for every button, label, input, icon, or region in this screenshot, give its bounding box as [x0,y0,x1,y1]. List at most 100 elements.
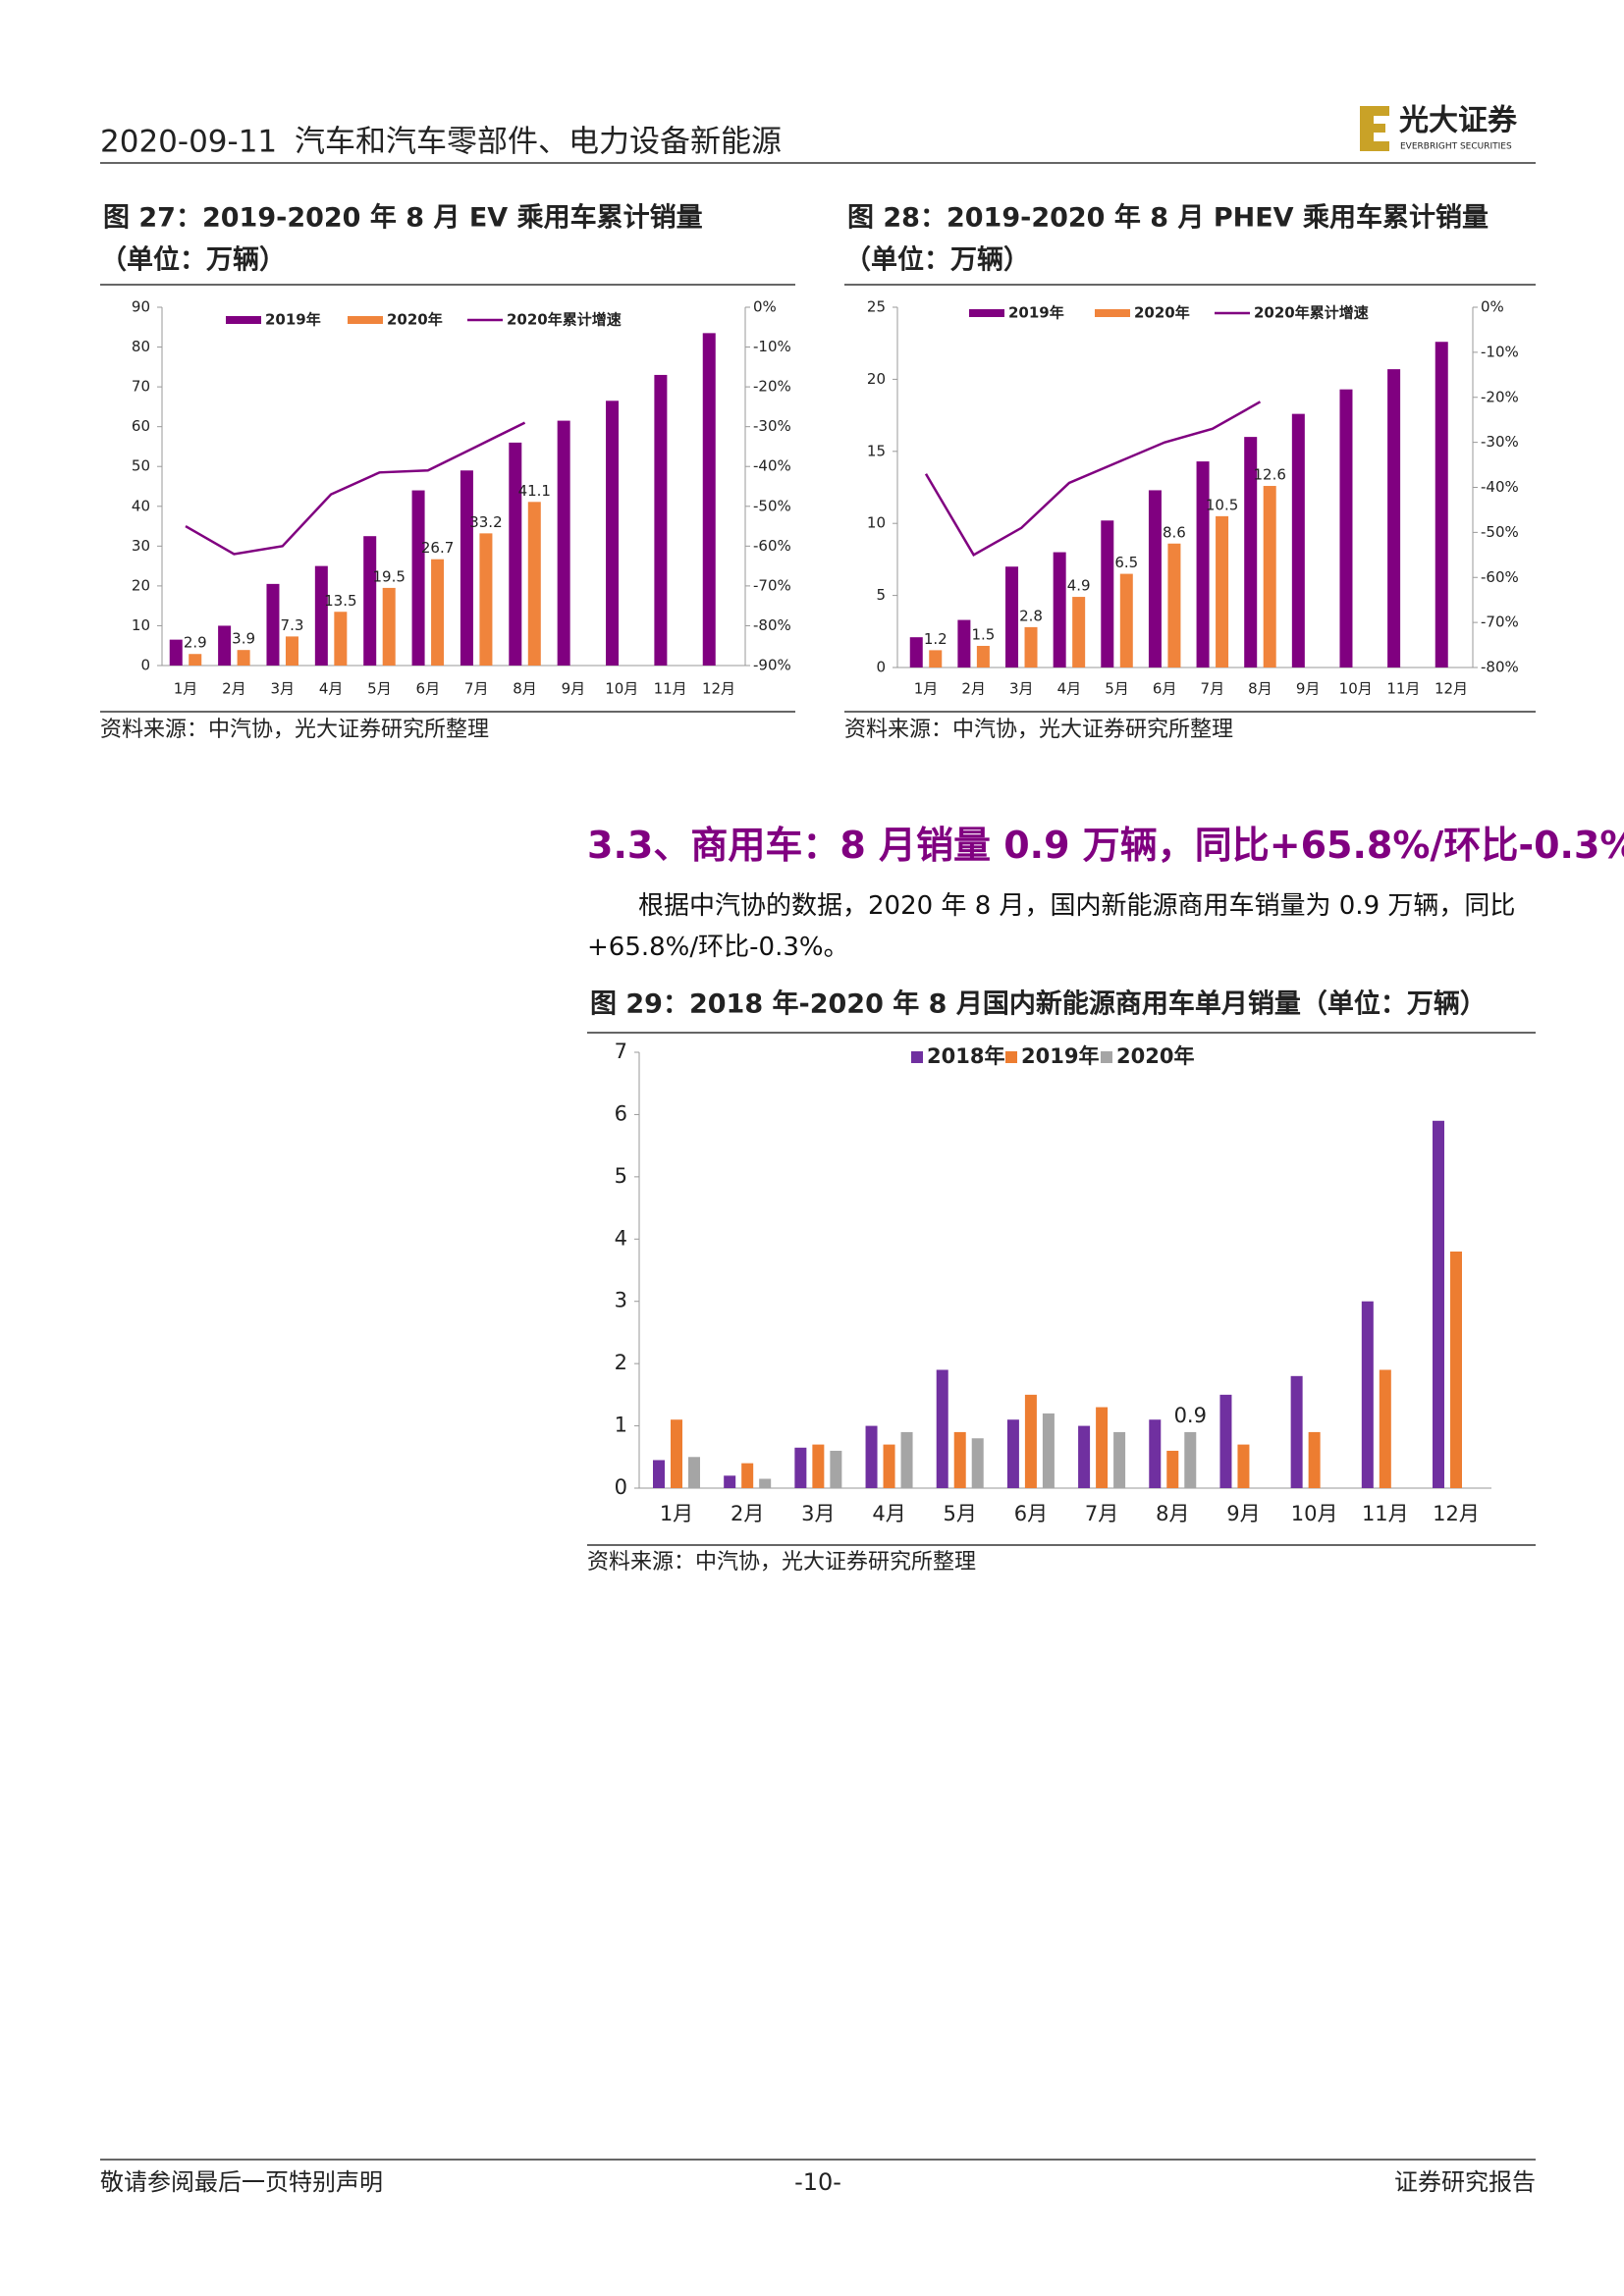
bar [237,650,250,666]
bar [606,400,620,666]
y-tick-label: 10 [867,514,886,532]
bar [479,533,493,666]
y-tick-label: 5 [876,586,886,604]
bar [883,1444,895,1488]
chart-source: 资料来源：中汽协，光大证券研究所整理 [844,718,1233,742]
header-date: 2020-09-11 [100,125,277,160]
bar [1006,1419,1019,1488]
y2-tick-label: -20% [1481,388,1519,405]
bar [1263,486,1276,667]
legend-swatch [1095,309,1130,317]
line-series [185,421,526,556]
x-tick-label: 4月 [872,1502,905,1525]
bar [1148,490,1162,667]
x-tick-label: 12月 [1435,680,1468,698]
x-tick-label: 5月 [1105,680,1129,698]
bar [169,639,183,666]
bar [1290,1375,1303,1488]
x-tick-label: 3月 [801,1502,835,1525]
legend-label: 2020年 [387,311,443,329]
bar [266,583,280,666]
bar [794,1447,807,1488]
bar [953,1431,966,1488]
bar [688,1457,700,1488]
x-tick-label: 2月 [222,680,246,698]
legend-label: 2020年 [1116,1044,1194,1068]
x-tick-label: 10月 [605,680,638,698]
x-tick-label: 7月 [464,680,489,698]
y2-tick-label: -70% [1481,614,1519,631]
y-tick-label: 6 [615,1101,627,1125]
chart-source: 资料来源：中汽协，光大证券研究所整理 [100,718,489,742]
bar [1339,389,1353,667]
y-tick-label: 5 [615,1164,627,1188]
bar [1096,1407,1109,1488]
bar [460,470,473,666]
legend-label: 2018年 [927,1044,1004,1068]
footer-right: 证券研究报告 [1394,2168,1536,2196]
bar [830,1450,842,1488]
bar [929,650,943,667]
data-label: 2.9 [184,634,207,652]
header-title: 汽车和汽车零部件、电力设备新能源 [295,125,782,160]
y-tick-label: 1 [615,1414,627,1437]
y2-tick-label: -40% [1481,478,1519,496]
y2-tick-label: -20% [753,378,791,396]
chart-title: 图 27：2019-2020 年 8 月 EV 乘用车累计销量 [103,202,703,234]
y-tick-label: 10 [132,616,150,634]
data-label: 10.5 [1206,496,1238,513]
bar [1379,1369,1391,1488]
bar [1237,1444,1250,1488]
y-tick-label: 90 [132,298,150,316]
bar [1361,1301,1374,1488]
y2-tick-label: -70% [753,576,791,594]
logo-mark [1360,124,1385,133]
y-tick-label: 20 [867,370,886,388]
x-tick-label: 9月 [562,680,586,698]
logo-text: 光大证券 [1399,104,1518,138]
bar [1042,1413,1055,1488]
legend-swatch [1005,1051,1017,1063]
bar [1216,515,1229,667]
legend-label: 2020年 [1134,304,1190,322]
bar [314,565,328,666]
bar [936,1369,948,1488]
legend-label: 2020年累计增速 [1254,304,1369,322]
data-label: 1.2 [924,630,947,648]
x-tick-label: 3月 [1009,680,1034,698]
y-tick-label: 15 [867,442,886,459]
bar [1149,1419,1162,1488]
y-tick-label: 50 [132,457,150,475]
legend-label: 2020年累计增速 [507,311,622,329]
x-tick-label: 4月 [1057,680,1082,698]
bar [1166,1450,1179,1488]
bar [654,374,668,666]
line-series [924,400,1262,558]
y-tick-label: 0 [140,657,150,674]
y2-tick-label: -50% [753,497,791,514]
chart-subtitle: （单位：万辆） [100,244,286,276]
bar [653,1460,665,1488]
data-label: 26.7 [421,539,454,557]
bar [1113,1431,1126,1488]
x-tick-label: 11月 [1386,680,1420,698]
chart-title: 图 28：2019-2020 年 8 月 PHEV 乘用车累计销量 [847,202,1489,234]
bar [411,490,425,666]
data-label: 8.6 [1163,523,1186,541]
bar [1433,1120,1444,1488]
legend-swatch [226,316,261,324]
bar [1196,461,1210,667]
bar [1184,1431,1197,1488]
legend-swatch [1101,1051,1112,1063]
x-tick-label: 11月 [1362,1502,1409,1525]
bar [1387,369,1401,667]
y2-tick-label: -10% [753,338,791,355]
bar [1435,342,1448,667]
bar [1072,597,1086,667]
data-label: 2.8 [1019,607,1043,624]
bar [1053,552,1066,667]
y-tick-label: 2 [615,1351,627,1374]
y2-tick-label: -80% [753,616,791,634]
y-tick-label: 20 [132,576,150,594]
